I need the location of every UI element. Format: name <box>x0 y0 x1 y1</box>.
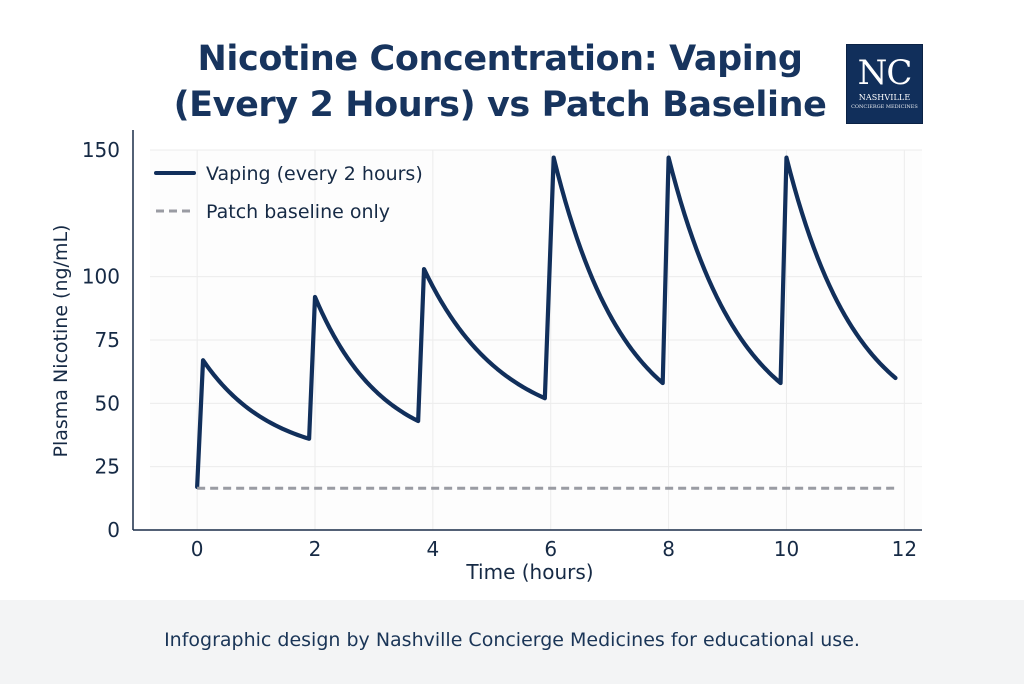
y-tick-label: 150 <box>82 138 120 162</box>
x-tick-label: 8 <box>662 537 675 561</box>
x-axis-label: Time (hours) <box>465 560 593 584</box>
logo-name: NASHVILLE <box>858 93 911 102</box>
x-tick-label: 0 <box>191 537 204 561</box>
logo-monogram: NC <box>857 53 913 93</box>
footer-band <box>0 600 1024 684</box>
x-tick-label: 2 <box>309 537 322 561</box>
y-tick-label: 50 <box>95 391 120 415</box>
x-tick-label: 12 <box>892 537 917 561</box>
footer-credit: Infographic design by Nashville Concierg… <box>164 629 860 651</box>
legend-label-patch: Patch baseline only <box>206 201 390 223</box>
nashville-concierge-logo: NC NASHVILLE CONCIERGE MEDICINES <box>846 44 923 124</box>
legend-label-vaping: Vaping (every 2 hours) <box>206 163 423 185</box>
chart-title: Nicotine Concentration: Vaping (Every 2 … <box>120 36 880 128</box>
y-tick-label: 75 <box>95 328 120 352</box>
x-tick-label: 4 <box>427 537 440 561</box>
y-tick-label: 25 <box>95 455 120 479</box>
y-tick-label: 100 <box>82 265 120 289</box>
vaping-series-line <box>195 155 898 490</box>
chart-title-line-1: Nicotine Concentration: Vaping <box>197 39 803 79</box>
y-axis-label: Plasma Nicotine (ng/mL) <box>50 225 72 458</box>
y-tick-label: 0 <box>107 518 120 542</box>
x-tick-label: 10 <box>774 537 799 561</box>
x-tick-label: 6 <box>544 537 557 561</box>
chart-title-line-2: (Every 2 Hours) vs Patch Baseline <box>173 85 827 125</box>
logo-subtitle: CONCIERGE MEDICINES <box>851 104 918 110</box>
